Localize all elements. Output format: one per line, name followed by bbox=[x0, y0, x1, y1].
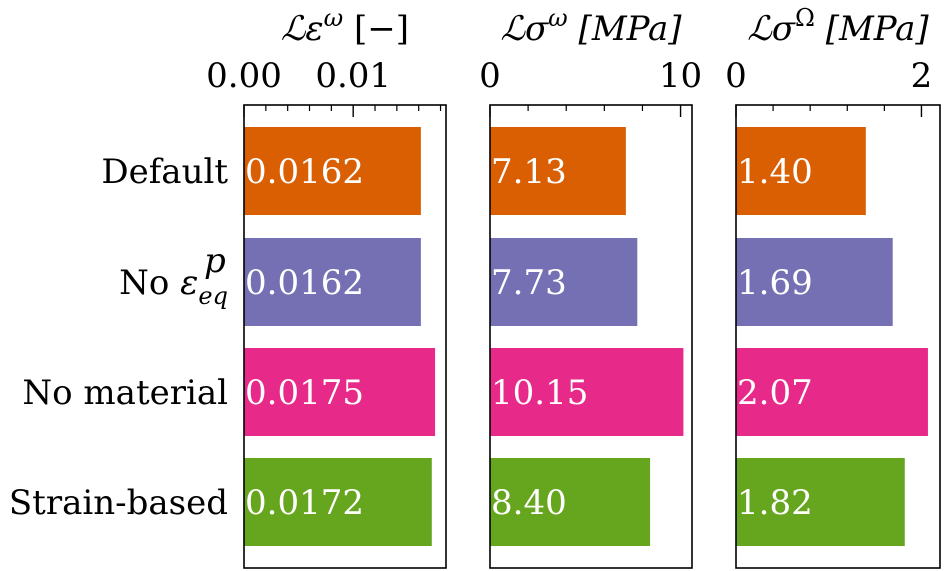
category-label-sup: p bbox=[204, 241, 226, 281]
tick-label: 2 bbox=[911, 56, 933, 96]
bar-value-label: 0.0162 bbox=[245, 263, 364, 303]
tick-label: 0.00 bbox=[206, 56, 282, 96]
category-label: No εeq bbox=[119, 263, 228, 310]
panel-2: 7.13 7.73 10.15 8.40 0 10 ℒσω [MPa] bbox=[479, 4, 702, 569]
bar bbox=[244, 127, 421, 215]
bar-value-label: 0.0175 bbox=[245, 373, 364, 413]
bar-value-label: 2.07 bbox=[737, 373, 813, 413]
tick-label: 10 bbox=[659, 56, 702, 96]
bar bbox=[736, 458, 905, 546]
bar bbox=[244, 238, 421, 326]
bar-value-label: 0.0172 bbox=[245, 483, 364, 523]
bar bbox=[244, 458, 432, 546]
category-label: Default bbox=[101, 152, 228, 192]
bar-value-label: 0.0162 bbox=[245, 152, 364, 192]
tick-label: 0 bbox=[725, 56, 747, 96]
panel-1: 0.0162 0.0162 0.0175 0.0172 0.00 0.01 ℒεω [−] bbox=[206, 4, 447, 569]
bar bbox=[736, 238, 893, 326]
bar bbox=[490, 238, 638, 326]
panel-3: 1.40 1.69 2.07 1.82 0 2 ℒσΩ [MPa] bbox=[725, 4, 941, 569]
axes-frame bbox=[243, 104, 447, 569]
bar-value-label: 7.13 bbox=[491, 152, 567, 192]
bar-value-label: 10.15 bbox=[491, 373, 588, 413]
category-label: No material bbox=[22, 373, 228, 413]
tick-label: 0.01 bbox=[315, 56, 391, 96]
category-label: Strain-based bbox=[9, 483, 228, 523]
panel-title: ℒσΩ [MPa] bbox=[747, 4, 929, 49]
axes-frame bbox=[735, 104, 941, 569]
bar-value-label: 1.69 bbox=[737, 263, 813, 303]
bar-value-label: 7.73 bbox=[491, 263, 567, 303]
axes-frame bbox=[489, 104, 693, 569]
bar bbox=[244, 348, 436, 436]
bar bbox=[490, 127, 626, 215]
bar bbox=[736, 348, 928, 436]
bar bbox=[490, 458, 651, 546]
bar bbox=[490, 348, 684, 436]
panel-title: ℒεω [−] bbox=[281, 4, 409, 49]
panel-title: ℒσω [MPa] bbox=[500, 4, 682, 49]
bar-value-label: 1.40 bbox=[737, 152, 813, 192]
tick-label: 0 bbox=[479, 56, 501, 96]
bar bbox=[736, 127, 866, 215]
bar-value-label: 1.82 bbox=[737, 483, 813, 523]
bar-value-label: 8.40 bbox=[491, 483, 567, 523]
